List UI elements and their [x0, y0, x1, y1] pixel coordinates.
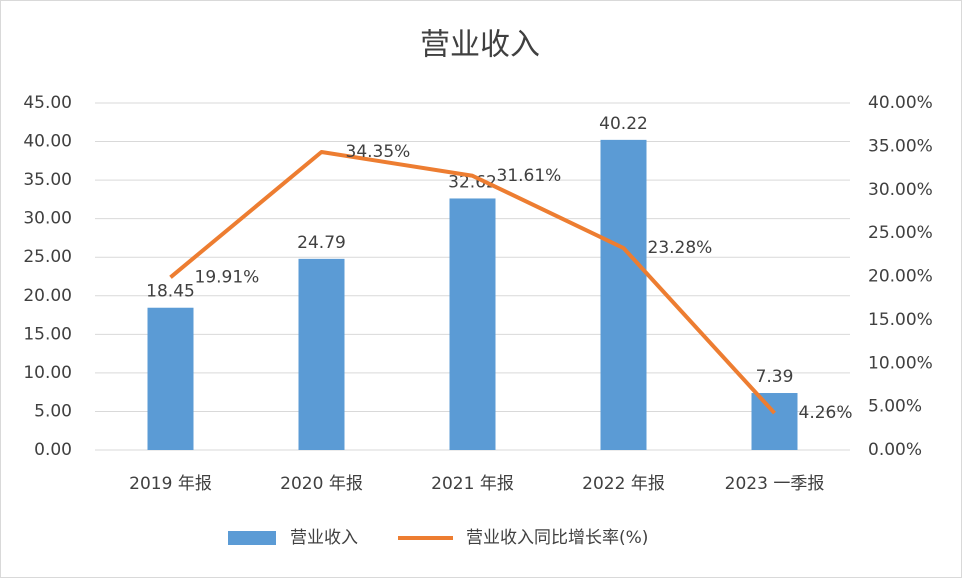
line-value-label: 31.61%: [497, 166, 562, 186]
legend-swatch: [228, 531, 276, 545]
bar: [147, 307, 194, 450]
y2-tick-label: 15.00%: [868, 310, 933, 330]
bar-value-label: 18.45: [146, 282, 195, 302]
y-tick-label: 20.00: [23, 286, 72, 306]
bar: [449, 198, 496, 450]
legend-label: 营业收入: [290, 528, 358, 548]
x-tick-label: 2019 年报: [129, 474, 212, 494]
y2-tick-label: 5.00%: [868, 397, 922, 417]
y2-tick-label: 20.00%: [868, 267, 933, 287]
x-tick-label: 2023 一季报: [725, 474, 825, 494]
x-tick-label: 2020 年报: [280, 474, 363, 494]
y-tick-label: 35.00: [23, 170, 72, 190]
y-tick-label: 10.00: [23, 363, 72, 383]
bar-value-label: 24.79: [297, 233, 346, 253]
bar: [751, 393, 798, 450]
line-value-label: 23.28%: [648, 238, 713, 258]
y-tick-label: 5.00: [34, 401, 72, 421]
bar-value-label: 7.39: [756, 367, 794, 387]
bar-value-label: 32.62: [448, 172, 497, 192]
y-tick-label: 0.00: [34, 440, 72, 460]
y2-tick-label: 10.00%: [868, 353, 933, 373]
line-value-label: 4.26%: [799, 403, 853, 423]
line-value-label: 19.91%: [195, 267, 260, 287]
bar: [600, 139, 647, 450]
chart-title: 营业收入: [420, 28, 540, 63]
y2-tick-label: 25.00%: [868, 223, 933, 243]
bar: [298, 258, 345, 450]
line-series: [169, 150, 776, 415]
y2-tick-label: 0.00%: [868, 440, 922, 460]
y-tick-label: 25.00: [23, 247, 72, 267]
legend-label: 营业收入同比增长率(%): [466, 528, 648, 548]
y-tick-label: 30.00: [23, 209, 72, 229]
y2-tick-label: 30.00%: [868, 180, 933, 200]
y-tick-label: 45.00: [23, 93, 72, 113]
y-tick-label: 40.00: [23, 132, 72, 152]
x-tick-label: 2021 年报: [431, 474, 514, 494]
y-tick-label: 15.00: [23, 324, 72, 344]
bar-value-label: 40.22: [599, 114, 648, 134]
y2-tick-label: 35.00%: [868, 136, 933, 156]
y2-tick-label: 40.00%: [868, 93, 933, 113]
line-value-label: 34.35%: [346, 142, 411, 162]
x-tick-label: 2022 年报: [582, 474, 665, 494]
